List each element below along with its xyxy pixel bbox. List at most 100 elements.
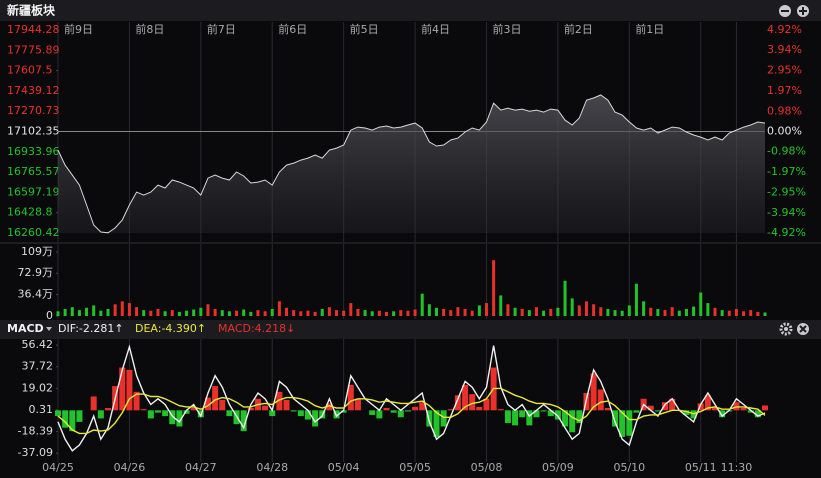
volume-bar [534,307,538,316]
volume-bar [463,308,467,316]
y2-tick-label: -3.94% [767,206,806,219]
macd-bar [747,410,754,413]
macd-bar [562,410,569,427]
y2-tick-label: 4.92% [767,23,802,36]
volume-bar [213,308,217,316]
dif-label: DIF:-2.281↑ [58,322,124,335]
macd-bar [719,410,726,418]
y-tick-label: 16597.19 [7,185,60,198]
y-tick-label: 17439.12 [7,84,60,97]
macd-bar [176,410,183,427]
macd-bar [412,406,419,411]
x-tick-label: 05/04 [328,461,360,474]
y-tick-label: 56.42 [22,338,54,351]
volume-bar [442,308,446,316]
macd-bar [469,394,476,411]
macd-bar [426,410,433,427]
volume-bar [649,307,653,316]
volume-bar [199,307,203,316]
volume-bar [349,303,353,316]
macd-bar [140,409,147,411]
volume-bar [720,310,724,316]
volume-bar [270,308,274,316]
volume-bar [342,310,346,316]
minimize-button[interactable] [779,5,791,17]
volume-bar [356,308,360,316]
macd-bar [76,410,83,422]
macd-bar [190,408,197,411]
price-line [57,94,766,234]
macd-bar [369,410,376,415]
day-label: 前8日 [135,22,164,36]
settings-button[interactable] [779,322,793,336]
volume-bar [320,308,324,316]
volume-bar [577,305,581,316]
macd-bar [569,410,576,433]
y-tick-label: -37.09 [18,446,53,459]
volume-bar [385,311,389,316]
volume-bar [106,308,110,316]
macd-bar [669,398,676,411]
volume-bar [713,307,717,316]
macd-bar [90,396,97,411]
macd-bar [240,410,247,432]
macd-bar [347,384,354,411]
volume-bar [556,307,560,316]
volume-bar [306,310,310,316]
macd-bar [97,410,104,419]
macd-line [57,344,766,452]
macd-bar [740,408,747,411]
macd-bar [283,399,290,411]
macd-bar [476,406,483,411]
macd-line [57,387,766,435]
close-button[interactable] [797,323,809,335]
x-tick-label: 05/08 [471,461,503,474]
macd-bar [419,402,426,411]
volume-bar [734,308,738,316]
macd-bar [440,410,447,427]
volume-bar [563,280,567,316]
x-tick-label: 05/11 [685,461,717,474]
volume-bar [692,306,696,316]
macd-bar [483,398,490,411]
macd-bar [390,410,397,413]
volume-bar [127,303,131,316]
volume-bar [135,307,139,316]
volume-bar [599,307,603,316]
volume-bar [470,310,474,316]
volume-bar [527,310,531,316]
volume-bar [170,310,174,316]
x-tick-label: 05/05 [399,461,431,474]
volume-bar [63,308,67,316]
macd-bar [354,398,361,411]
volume-bar [177,311,181,316]
volume-bar [363,310,367,316]
volume-bar [392,311,396,316]
x-tick-label: 11:30 [721,461,753,474]
y-tick-label: 16260.42 [7,226,60,239]
macd-bar [204,397,211,411]
volume-bar [620,310,624,316]
volume-bar [613,310,617,316]
volume-bar [263,311,267,316]
macd-bar [512,410,519,426]
chart-layer: 17944.28 17775.89 17607.5 17439.12 17270.73 1… [0,22,821,474]
macd-label: MACD:4.218↓ [218,322,295,335]
volume-bar [634,283,638,316]
volume-bar [499,295,503,316]
volume-bar [706,303,710,316]
day-label: 前3日 [492,22,521,36]
volume-bar [313,311,317,316]
volume-bar [549,308,553,316]
volume-bar [413,309,417,316]
volume-bar [399,310,403,316]
y2-tick-label: 0.98% [767,104,802,117]
add-button[interactable] [797,5,809,17]
macd-bar [554,410,561,420]
macd-bar [133,391,140,411]
day-label: 前1日 [635,22,664,36]
x-tick-label: 04/28 [256,461,288,474]
macd-bar [219,399,226,411]
volume-bar [277,301,281,316]
